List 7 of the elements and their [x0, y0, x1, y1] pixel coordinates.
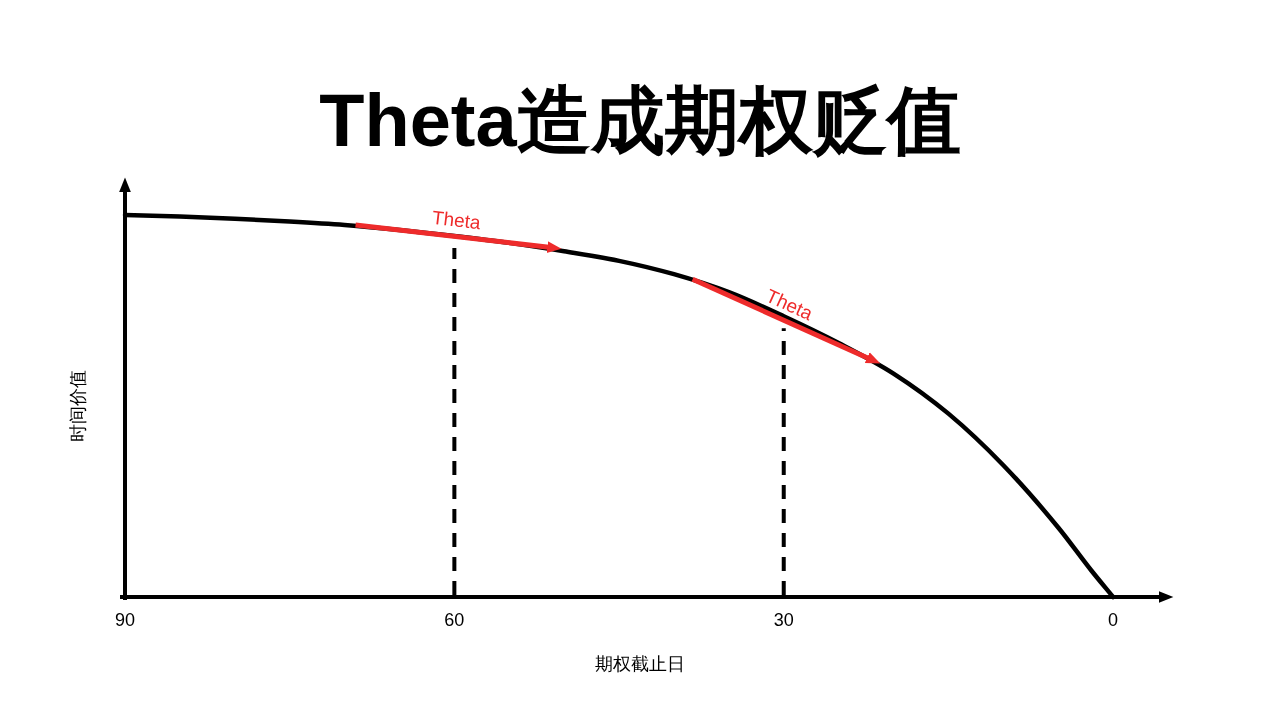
- ylabel: 时间价值: [68, 370, 88, 442]
- xtick: 0: [1108, 610, 1119, 630]
- title: Theta造成期权贬值: [319, 79, 961, 162]
- xtick: 60: [444, 610, 465, 630]
- xtick: 90: [115, 610, 135, 630]
- xtick: 30: [773, 610, 794, 630]
- xlabel: 期权截止日: [595, 654, 685, 674]
